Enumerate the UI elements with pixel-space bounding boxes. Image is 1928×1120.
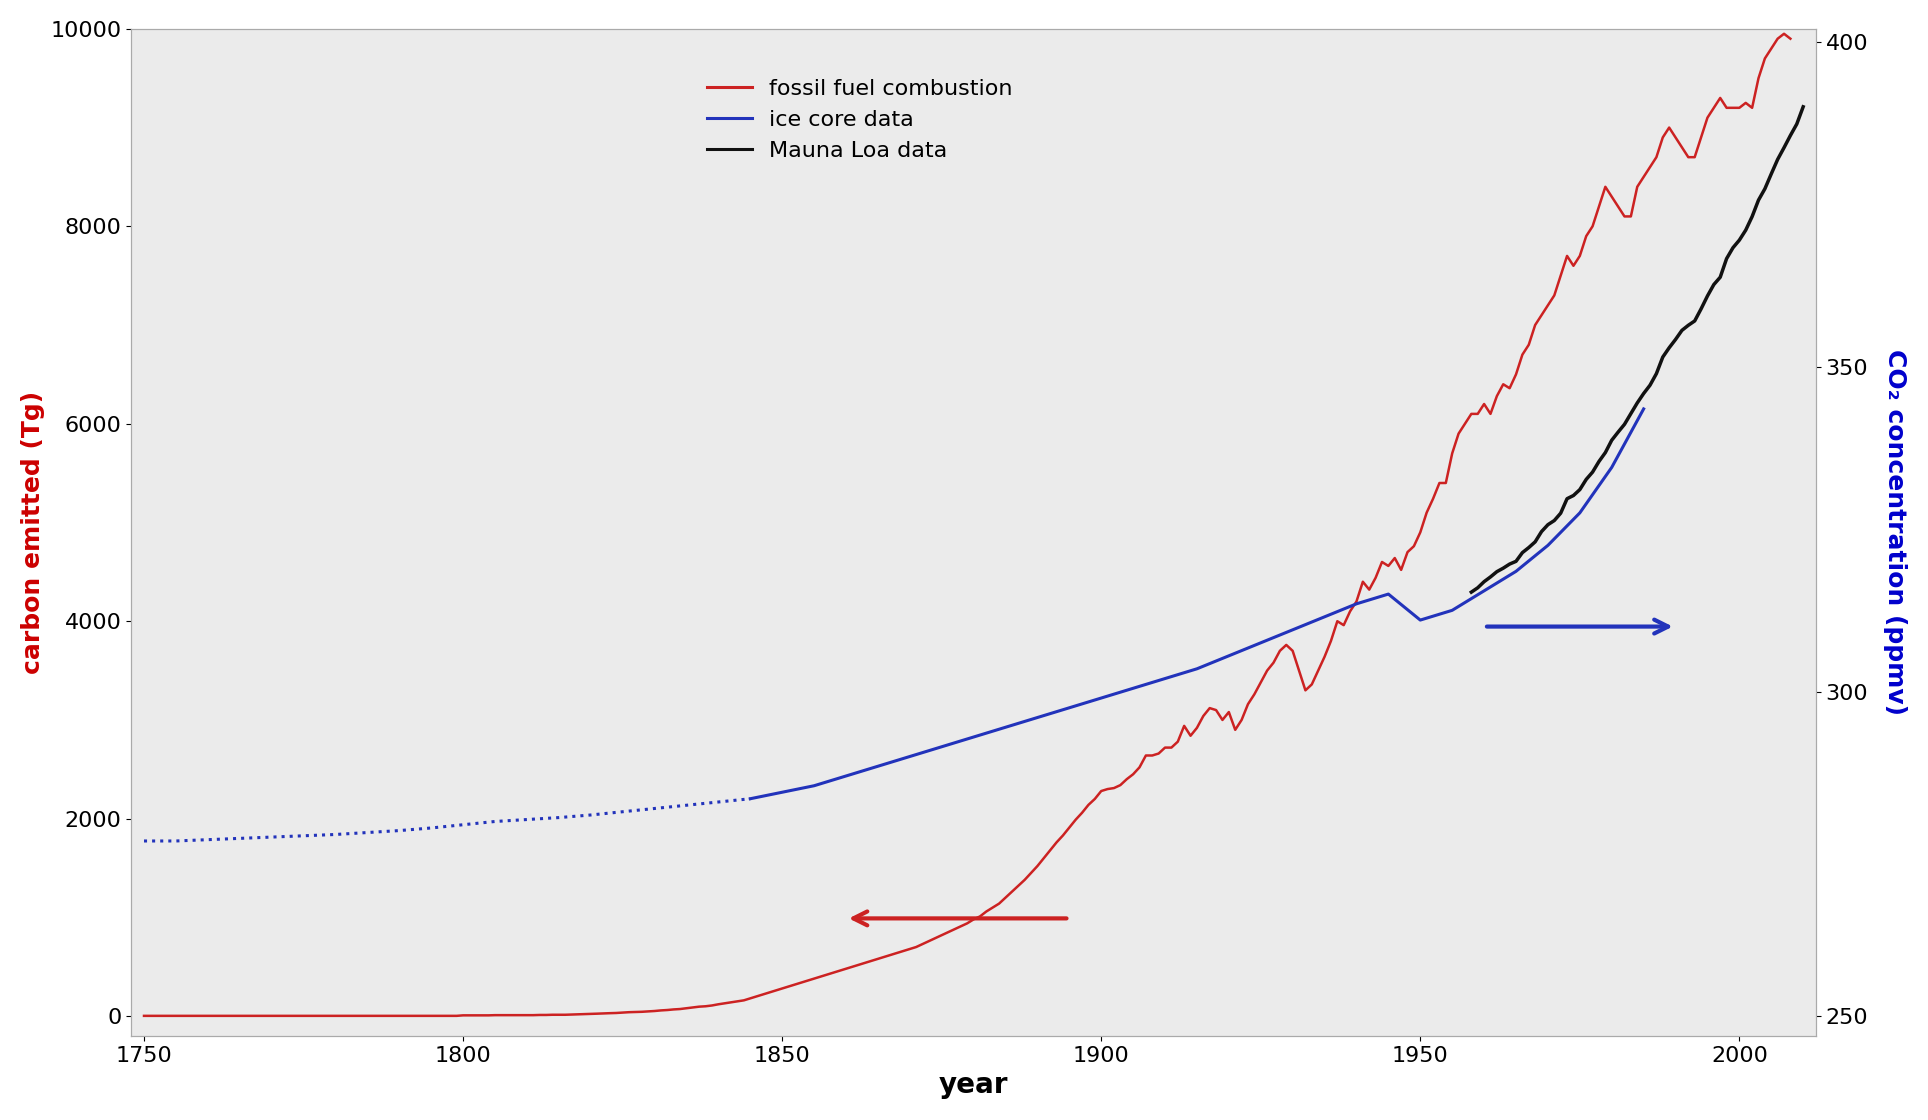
X-axis label: year: year: [939, 1071, 1008, 1099]
Y-axis label: CO₂ concentration (ppmv): CO₂ concentration (ppmv): [1884, 349, 1907, 716]
Legend: fossil fuel combustion, ice core data, Mauna Loa data: fossil fuel combustion, ice core data, M…: [698, 71, 1022, 170]
Y-axis label: carbon emitted (Tg): carbon emitted (Tg): [21, 391, 44, 674]
